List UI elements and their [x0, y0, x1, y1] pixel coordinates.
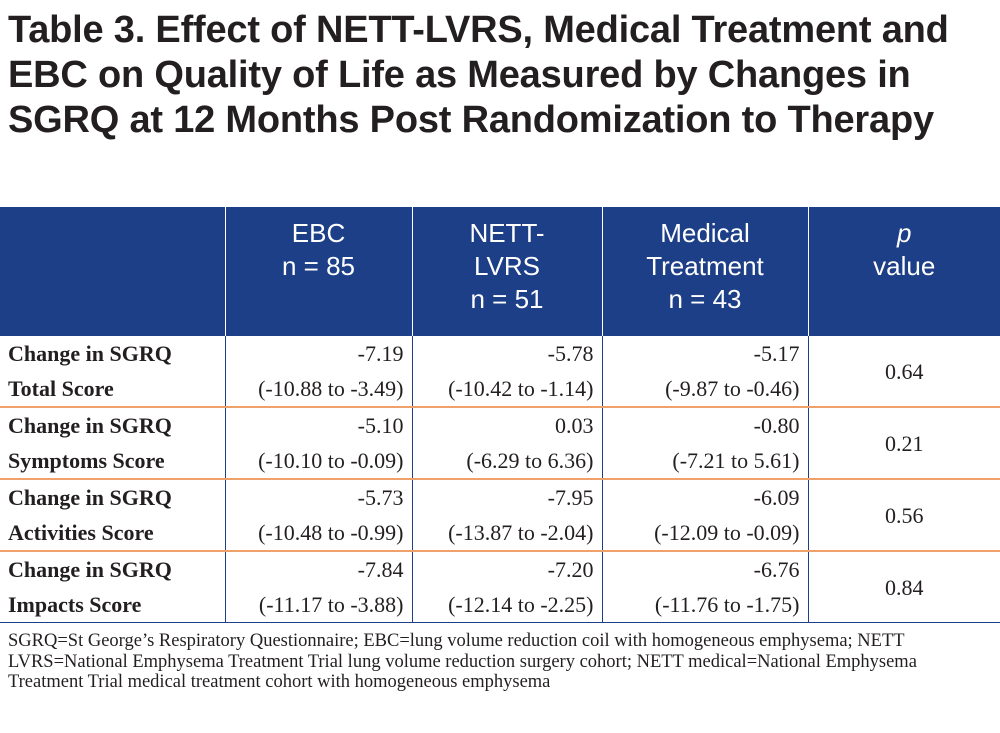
row-label: Change in SGRQ Symptoms Score — [0, 407, 225, 479]
ebc-cell: -5.10 (-10.10 to -0.09) — [224, 407, 412, 479]
row-label-line-1: Change in SGRQ — [8, 485, 172, 510]
medical-mean: -6.76 — [753, 557, 800, 582]
header-p-value: p value — [807, 207, 1000, 336]
lvrs-cell: -7.20 (-12.14 to -2.25) — [411, 551, 602, 623]
header-lvrs-line-1: NETT- — [469, 218, 545, 248]
table-row-total: Change in SGRQ Total Score -7.19 (-10.88… — [0, 336, 1000, 407]
p-value-cell: 0.64 — [807, 336, 1000, 407]
header-empty-cell — [0, 207, 225, 336]
ebc-ci: (-10.48 to -0.99) — [258, 520, 404, 545]
sgrq-results-table: EBC n = 85 NETT- LVRS n = 51 Medical Tre… — [0, 207, 1000, 623]
lvrs-ci: (-12.14 to -2.25) — [448, 592, 594, 617]
header-medical-line-3: n = 43 — [668, 284, 742, 314]
medical-mean: -5.17 — [753, 341, 800, 366]
header-nett-lvrs: NETT- LVRS n = 51 — [411, 207, 602, 336]
row-label: Change in SGRQ Impacts Score — [0, 551, 225, 623]
lvrs-ci: (-10.42 to -1.14) — [448, 376, 594, 401]
p-value-cell: 0.56 — [807, 479, 1000, 551]
table-row-impacts: Change in SGRQ Impacts Score -7.84 (-11.… — [0, 551, 1000, 623]
header-ebc: EBC n = 85 — [224, 207, 412, 336]
ebc-cell: -5.73 (-10.48 to -0.99) — [224, 479, 412, 551]
lvrs-mean: -7.95 — [547, 485, 594, 510]
row-label-line-1: Change in SGRQ — [8, 413, 172, 438]
header-lvrs-line-3: n = 51 — [470, 284, 544, 314]
medical-ci: (-9.87 to -0.46) — [665, 376, 800, 401]
table-row-activities: Change in SGRQ Activities Score -5.73 (-… — [0, 479, 1000, 551]
header-medical-treatment: Medical Treatment n = 43 — [601, 207, 808, 336]
row-label-line-1: Change in SGRQ — [8, 557, 172, 582]
p-value-cell: 0.84 — [807, 551, 1000, 623]
medical-ci: (-11.76 to -1.75) — [654, 592, 800, 617]
header-ebc-line-1: EBC — [291, 218, 346, 248]
lvrs-cell: -7.95 (-13.87 to -2.04) — [411, 479, 602, 551]
ebc-ci: (-10.10 to -0.09) — [258, 448, 404, 473]
lvrs-mean: 0.03 — [555, 413, 594, 438]
ebc-cell: -7.19 (-10.88 to -3.49) — [224, 336, 412, 407]
header-ebc-line-2: n = 85 — [281, 251, 355, 281]
ebc-mean: -7.84 — [357, 557, 404, 582]
table-row-symptoms: Change in SGRQ Symptoms Score -5.10 (-10… — [0, 407, 1000, 479]
header-lvrs-line-2: LVRS — [474, 251, 540, 281]
lvrs-mean: -5.78 — [547, 341, 594, 366]
ebc-mean: -5.10 — [357, 413, 404, 438]
p-value-cell: 0.21 — [807, 407, 1000, 479]
ebc-ci: (-10.88 to -3.49) — [258, 376, 404, 401]
medical-mean: -0.80 — [753, 413, 800, 438]
ebc-cell: -7.84 (-11.17 to -3.88) — [224, 551, 412, 623]
lvrs-cell: -5.78 (-10.42 to -1.14) — [411, 336, 602, 407]
lvrs-ci: (-13.87 to -2.04) — [448, 520, 594, 545]
medical-ci: (-12.09 to -0.09) — [654, 520, 800, 545]
row-label-line-2: Activities Score — [8, 520, 154, 545]
header-p-line-2: value — [873, 251, 936, 281]
ebc-ci: (-11.17 to -3.88) — [258, 592, 404, 617]
medical-cell: -5.17 (-9.87 to -0.46) — [601, 336, 808, 407]
row-label-line-1: Change in SGRQ — [8, 341, 172, 366]
medical-cell: -6.76 (-11.76 to -1.75) — [601, 551, 808, 623]
medical-ci: (-7.21 to 5.61) — [672, 448, 800, 473]
lvrs-cell: 0.03 (-6.29 to 6.36) — [411, 407, 602, 479]
row-label-line-2: Total Score — [8, 376, 114, 401]
medical-cell: -6.09 (-12.09 to -0.09) — [601, 479, 808, 551]
lvrs-ci: (-6.29 to 6.36) — [466, 448, 594, 473]
row-label-line-2: Symptoms Score — [8, 448, 165, 473]
header-medical-line-2: Treatment — [646, 251, 764, 281]
lvrs-mean: -7.20 — [547, 557, 594, 582]
ebc-mean: -5.73 — [357, 485, 404, 510]
row-label: Change in SGRQ Total Score — [0, 336, 225, 407]
medical-cell: -0.80 (-7.21 to 5.61) — [601, 407, 808, 479]
row-label: Change in SGRQ Activities Score — [0, 479, 225, 551]
header-row: EBC n = 85 NETT- LVRS n = 51 Medical Tre… — [0, 207, 1000, 336]
table-footnote: SGRQ=St George’s Respiratory Questionnai… — [8, 631, 917, 692]
table-title: Table 3. Effect of NETT-LVRS, Medical Tr… — [8, 9, 949, 141]
row-label-line-2: Impacts Score — [8, 592, 142, 617]
header-medical-line-1: Medical — [660, 218, 750, 248]
medical-mean: -6.09 — [753, 485, 800, 510]
header-p-line-1: p — [897, 218, 912, 248]
ebc-mean: -7.19 — [357, 341, 404, 366]
